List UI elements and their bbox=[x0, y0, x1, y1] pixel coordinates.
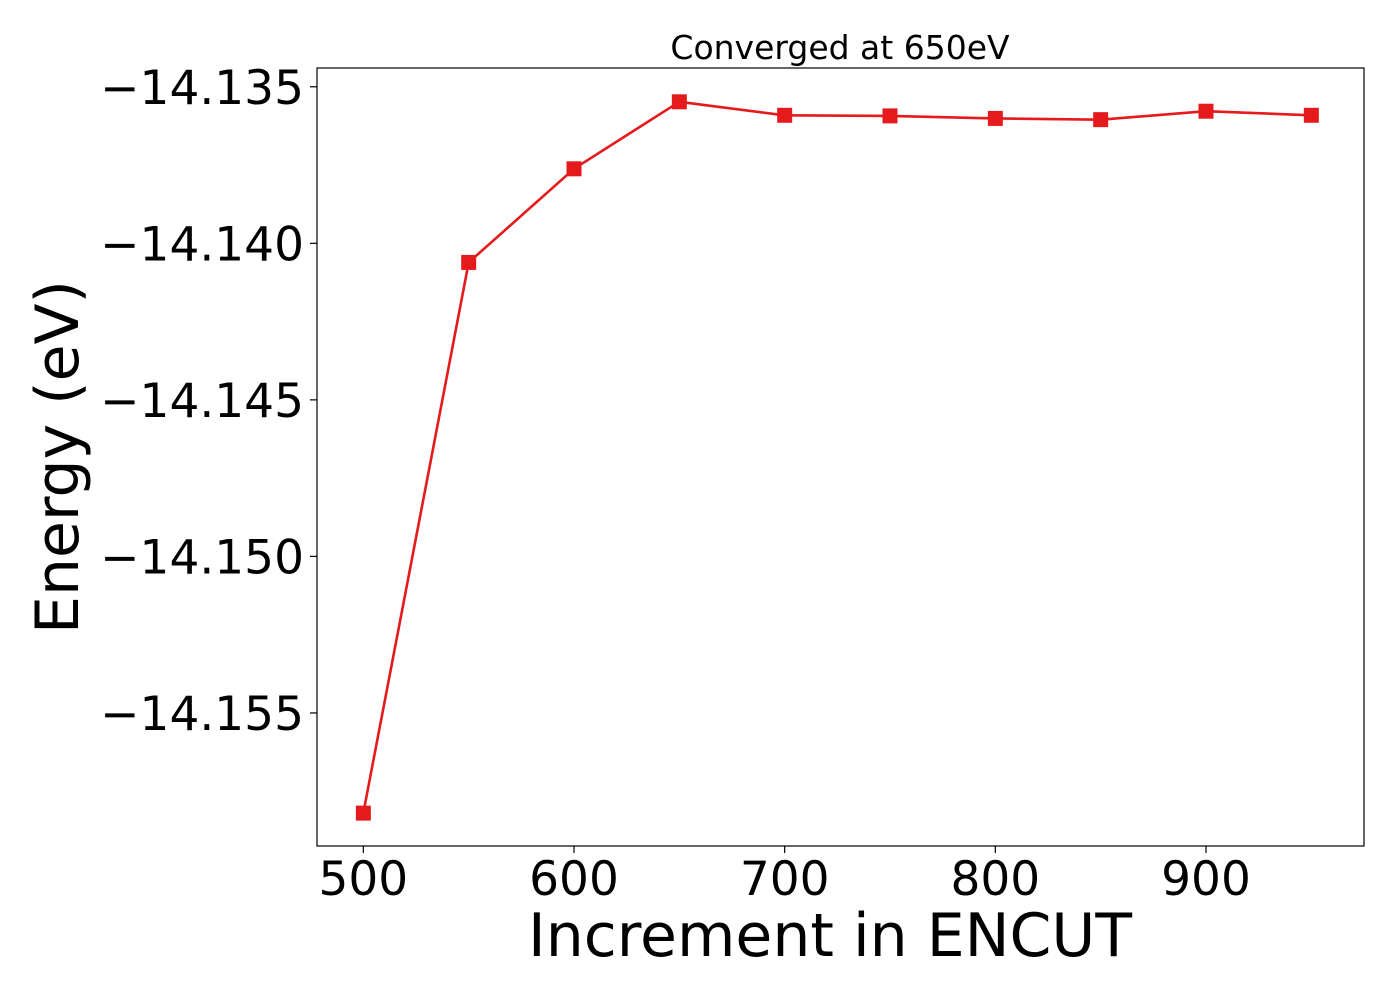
x-tick-label: 600 bbox=[529, 852, 619, 907]
y-tick-label: −14.140 bbox=[100, 217, 304, 272]
data-point-marker bbox=[987, 110, 1003, 126]
x-tick-label: 800 bbox=[950, 852, 1040, 907]
y-tick-label: −14.150 bbox=[100, 530, 304, 585]
x-axis-ticks: 500 600 700 800 900 bbox=[318, 846, 1251, 907]
y-tick-label: −14.135 bbox=[100, 61, 304, 116]
x-tick-label: 500 bbox=[318, 852, 408, 907]
x-axis-title: Increment in ENCUT bbox=[528, 901, 1132, 971]
y-tick-label: −14.155 bbox=[100, 687, 304, 742]
y-axis-ticks: −14.135 −14.140 −14.145 −14.150 −14.155 bbox=[100, 61, 317, 742]
data-point-marker bbox=[1303, 107, 1319, 123]
series-layer bbox=[355, 94, 1319, 821]
series-line bbox=[362, 100, 1312, 814]
data-point-marker bbox=[355, 805, 371, 821]
chart-title: Converged at 650eV bbox=[670, 28, 1010, 67]
data-point-marker bbox=[566, 161, 582, 177]
x-tick-label: 700 bbox=[740, 852, 830, 907]
x-tick-label: 900 bbox=[1161, 852, 1251, 907]
data-point-marker bbox=[1093, 112, 1109, 128]
plot-area-frame bbox=[316, 67, 1365, 847]
y-tick-label: −14.145 bbox=[100, 374, 304, 429]
data-point-marker bbox=[882, 108, 898, 124]
data-point-marker bbox=[671, 94, 687, 110]
data-point-marker bbox=[777, 107, 793, 123]
y-axis-title: Energy (eV) bbox=[23, 280, 93, 634]
data-point-marker bbox=[1198, 103, 1214, 119]
data-point-marker bbox=[461, 254, 477, 270]
